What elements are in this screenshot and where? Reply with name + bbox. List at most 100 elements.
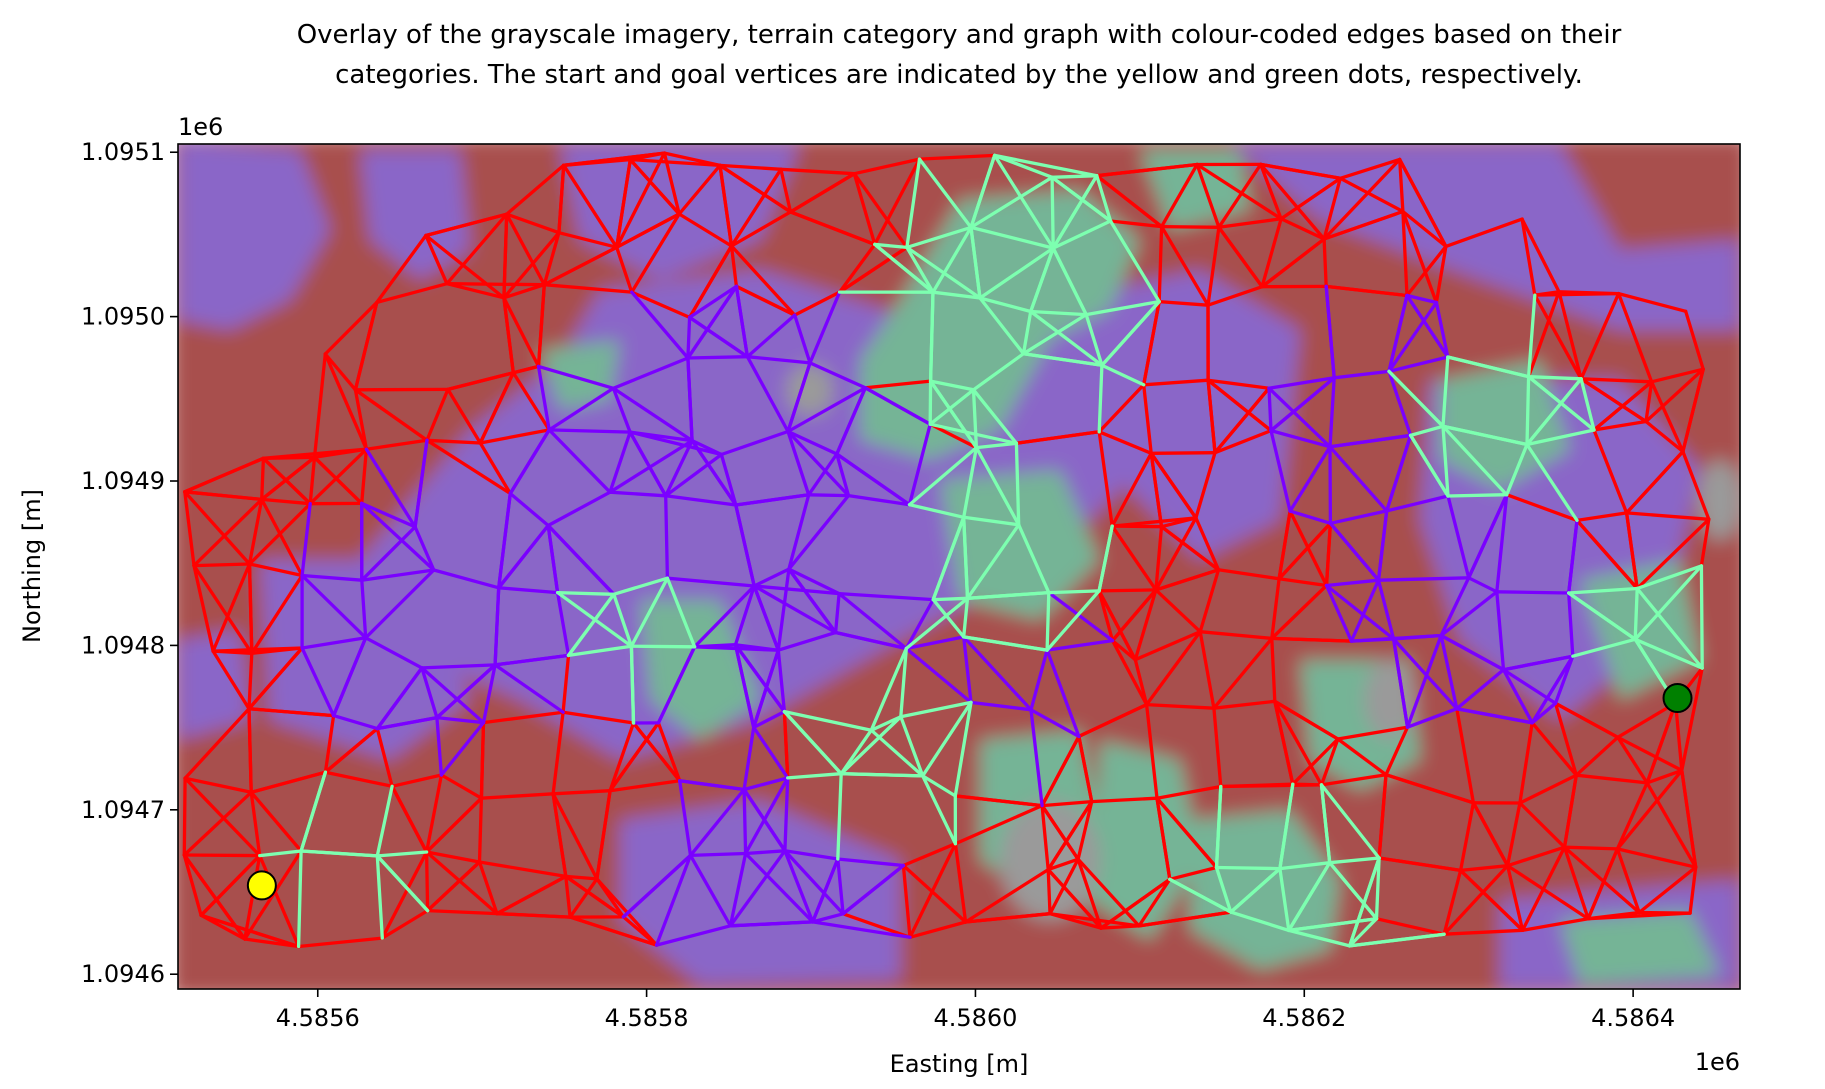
graph-edge: [1046, 867, 1052, 916]
graph-edge: [479, 792, 555, 800]
graph-edge: [1635, 586, 1704, 670]
graph-edge: [776, 648, 787, 714]
graph-edge: [1408, 424, 1445, 438]
graph-edge: [296, 849, 303, 949]
graph-edge: [1108, 219, 1164, 229]
graph-edge: [1194, 451, 1217, 520]
graph-edge: [687, 315, 750, 359]
graph-edge: [364, 568, 436, 640]
graph-edge: [1040, 803, 1080, 861]
graph-edge: [1198, 630, 1274, 641]
graph-edge: [971, 388, 979, 450]
graph-edge: [1095, 174, 1164, 229]
graph-edge: [969, 175, 1054, 230]
graph-edge: [1455, 668, 1506, 711]
graph-edge: [811, 920, 912, 939]
graph-edge: [1259, 162, 1326, 241]
graph-edge: [247, 646, 304, 711]
graph-edge: [1644, 367, 1705, 424]
y-offset-label: 1e6: [178, 113, 223, 141]
graph-edge: [1567, 591, 1575, 658]
graph-edge: [992, 153, 1099, 178]
graph-edge: [729, 244, 739, 289]
graph-edge: [1278, 866, 1291, 933]
graph-edge: [608, 721, 661, 793]
graph-edge: [969, 700, 1033, 712]
graph-edge: [1050, 174, 1099, 179]
graph-edge: [1319, 773, 1388, 787]
terrain-green-region: [1090, 740, 1200, 940]
graph-edge: [1154, 525, 1164, 592]
graph-edge: [608, 721, 636, 793]
graph-edges: [182, 151, 1711, 949]
graph-edge: [1374, 856, 1381, 921]
graph-edge: [733, 584, 756, 647]
graph-edge: [833, 630, 908, 651]
graph-edge: [1376, 576, 1471, 582]
graph-edge: [733, 643, 787, 714]
graph-edge: [1579, 377, 1648, 424]
graph-edge: [1269, 428, 1332, 449]
graph-edge: [247, 707, 253, 794]
graph-edge: [250, 646, 304, 655]
graph-edge: [375, 850, 429, 858]
graph-edge: [1324, 284, 1409, 298]
graph-edge: [424, 796, 484, 854]
graph-edge: [1110, 451, 1153, 528]
graph-edge: [1045, 590, 1051, 652]
graph-edge: [1084, 299, 1161, 317]
graph-edge: [446, 387, 482, 445]
graph-edge: [752, 584, 780, 652]
graph-edge: [743, 776, 790, 856]
graph-edge: [1270, 583, 1329, 641]
graph-edge: [728, 851, 748, 928]
graph-edge: [260, 456, 266, 502]
graph-edge: [424, 850, 430, 913]
graph-edge: [793, 290, 842, 317]
graph-edge: [1149, 451, 1198, 520]
graph-edge: [1212, 699, 1277, 710]
graph-edge: [615, 157, 632, 249]
graph-edge: [1324, 583, 1354, 643]
graph-edge: [686, 355, 750, 360]
graph-edge: [1108, 219, 1161, 304]
graph-edge: [364, 438, 429, 451]
graph-edge: [183, 776, 262, 858]
goal-vertex-marker: [1662, 683, 1693, 714]
graph-edge: [1446, 493, 1509, 498]
graph-edge: [963, 912, 1052, 924]
start-goal-points: [246, 683, 1693, 901]
graph-edge: [1441, 424, 1450, 498]
graph-edge: [375, 233, 428, 305]
graph-edge: [1520, 917, 1590, 932]
graph-edge: [904, 646, 973, 705]
graph-edge: [1206, 378, 1271, 390]
graph-edge: [1467, 576, 1499, 594]
graph-edge: [1645, 781, 1698, 869]
graph-edge: [183, 707, 251, 780]
graph-edge: [1046, 857, 1080, 872]
graph-edge: [1525, 375, 1531, 447]
graph-edge: [435, 663, 497, 720]
graph-edge: [1567, 591, 1637, 641]
graph-edge: [1260, 217, 1283, 289]
graph-edge: [478, 371, 515, 445]
graph-edge: [873, 242, 909, 250]
graph-edge: [1455, 707, 1476, 805]
graph-edge: [505, 163, 566, 216]
graph-edge: [296, 936, 384, 949]
graph-edge: [478, 428, 551, 445]
graph-edge: [1377, 856, 1463, 873]
graph-edge: [1100, 363, 1146, 387]
graph-edge: [1328, 376, 1336, 449]
y-tick-label: 1.0949: [81, 467, 165, 495]
graph-edge: [312, 352, 327, 459]
graph-edge: [978, 296, 1033, 314]
graph-edge: [555, 590, 571, 658]
graph-edge: [260, 497, 312, 506]
x-offset-label: 1e6: [1695, 1048, 1740, 1076]
graph-edge: [1097, 363, 1104, 434]
graph-edge: [1505, 801, 1522, 868]
graph-edge: [743, 851, 815, 924]
x-tick-label: 4.5856: [276, 1004, 360, 1032]
